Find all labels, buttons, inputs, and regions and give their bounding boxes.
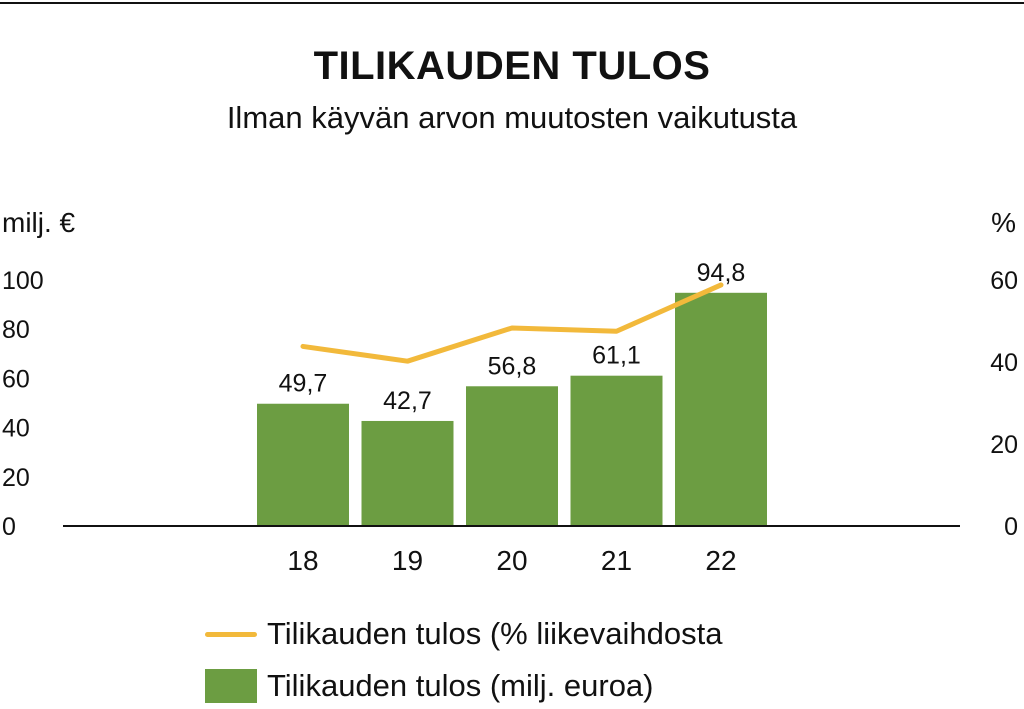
line-series — [300, 282, 724, 364]
x-tick-22: 22 — [705, 545, 736, 576]
left-tick-40: 40 — [2, 415, 30, 443]
bar-21 — [570, 375, 663, 526]
right-y-axis-label: % — [991, 207, 1016, 238]
left-tick-100: 100 — [2, 267, 44, 295]
line-series-path — [300, 282, 724, 364]
left-tick-60: 60 — [2, 365, 30, 393]
bar-22 — [675, 292, 767, 526]
x-tick-labels: 18 19 20 21 22 — [287, 545, 736, 576]
bar-label-20: 56,8 — [488, 352, 537, 380]
legend-swatch-bar — [205, 669, 257, 703]
x-tick-18: 18 — [287, 545, 318, 576]
right-tick-60: 60 — [990, 267, 1018, 295]
right-tick-20: 20 — [990, 431, 1018, 459]
bar-label-18: 49,7 — [279, 370, 328, 398]
bar-18 — [257, 403, 349, 526]
left-tick-20: 20 — [2, 464, 30, 492]
left-tick-80: 80 — [2, 316, 30, 344]
left-y-tick-labels: 0 20 40 60 80 100 — [2, 267, 44, 541]
legend-label-line: Tilikauden tulos (% liikevaihdosta — [267, 616, 723, 651]
legend-item-line: Tilikauden tulos (% liikevaihdosta — [205, 612, 722, 656]
bar-20 — [466, 386, 558, 526]
bar-label-21: 61,1 — [592, 342, 641, 370]
top-rule — [0, 2, 1024, 4]
legend-swatch-line — [205, 631, 257, 637]
bar-label-19: 42,7 — [383, 387, 432, 415]
bar-19 — [361, 420, 454, 526]
right-tick-40: 40 — [990, 349, 1018, 377]
bar-data-labels: 49,7 42,7 56,8 61,1 94,8 — [279, 259, 746, 415]
x-tick-19: 19 — [392, 545, 423, 576]
x-tick-21: 21 — [601, 545, 632, 576]
chart-subtitle: Ilman käyvän arvon muutosten vaikutusta — [226, 100, 798, 135]
right-tick-0: 0 — [1004, 513, 1018, 541]
chart-title: TILIKAUDEN TULOS — [313, 44, 711, 88]
bar-series — [257, 292, 767, 526]
left-y-axis-label: milj. € — [2, 207, 76, 238]
bar-label-22: 94,8 — [697, 259, 746, 287]
legend-label-bar: Tilikauden tulos (milj. euroa) — [267, 668, 654, 703]
left-tick-0: 0 — [2, 513, 16, 541]
x-tick-20: 20 — [496, 545, 527, 576]
legend-item-bar: Tilikauden tulos (milj. euroa) — [205, 664, 654, 708]
right-y-tick-labels: 0 20 40 60 — [990, 267, 1018, 541]
